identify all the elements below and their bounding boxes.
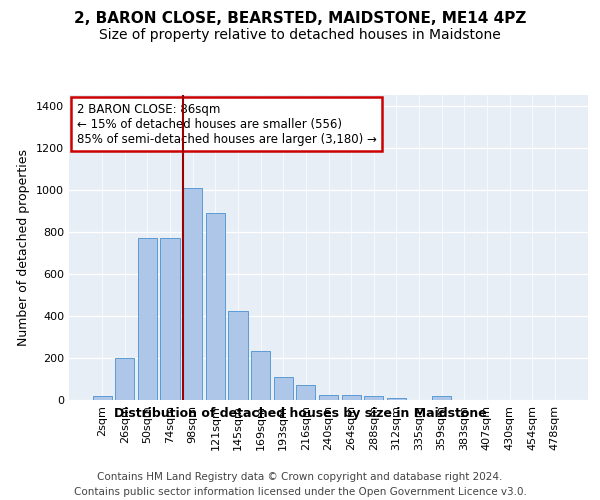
Bar [319,394,338,400]
Bar [274,377,293,400]
Bar [387,398,406,400]
Bar [160,238,180,400]
Bar [115,358,134,400]
Bar [296,386,316,400]
Text: Contains HM Land Registry data © Crown copyright and database right 2024.
Contai: Contains HM Land Registry data © Crown c… [74,472,526,498]
Text: Distribution of detached houses by size in Maidstone: Distribution of detached houses by size … [113,408,487,420]
Bar [206,213,225,400]
Text: 2 BARON CLOSE: 86sqm
← 15% of detached houses are smaller (556)
85% of semi-deta: 2 BARON CLOSE: 86sqm ← 15% of detached h… [77,102,377,146]
Bar [138,238,157,400]
Bar [183,188,202,400]
Bar [341,394,361,400]
Bar [364,396,383,400]
Text: 2, BARON CLOSE, BEARSTED, MAIDSTONE, ME14 4PZ: 2, BARON CLOSE, BEARSTED, MAIDSTONE, ME1… [74,11,526,26]
Bar [432,396,451,400]
Bar [92,396,112,400]
Bar [251,350,270,400]
Bar [229,310,248,400]
Text: Size of property relative to detached houses in Maidstone: Size of property relative to detached ho… [99,28,501,42]
Y-axis label: Number of detached properties: Number of detached properties [17,149,31,346]
